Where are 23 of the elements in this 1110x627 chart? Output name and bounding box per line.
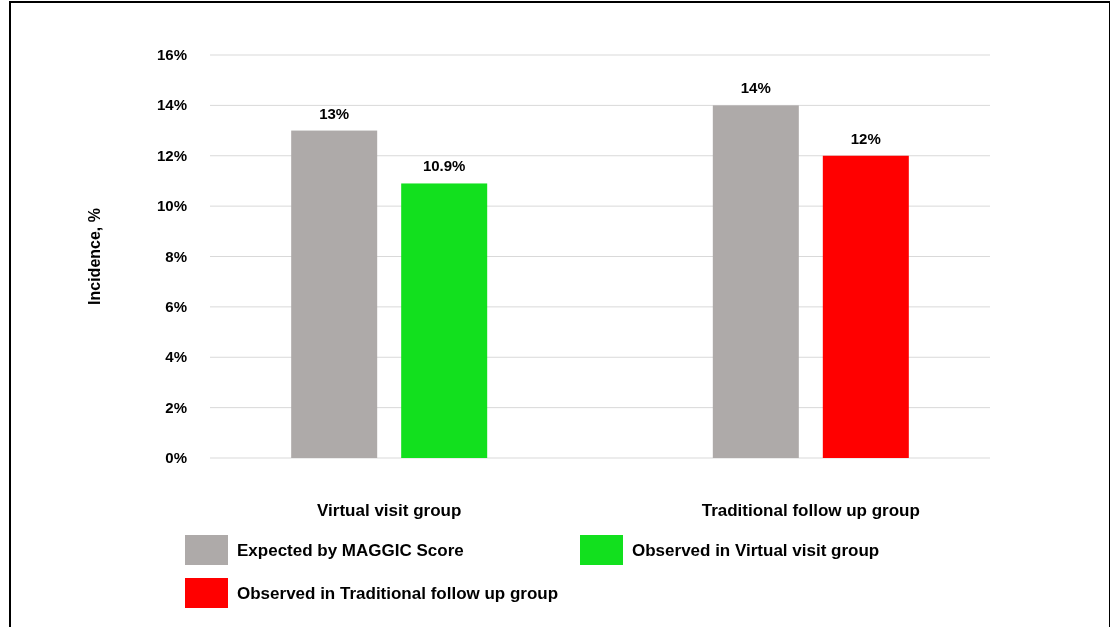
bar bbox=[712, 105, 799, 458]
data-label: 13% bbox=[319, 104, 350, 122]
legend-label: Expected by MAGGIC Score bbox=[237, 541, 464, 560]
y-tick-label: 8% bbox=[165, 247, 187, 265]
y-tick-label: 0% bbox=[165, 449, 187, 466]
bar bbox=[822, 155, 909, 458]
y-axis-title: Incidence, % bbox=[86, 208, 103, 305]
data-label: 14% bbox=[740, 79, 771, 97]
y-tick-label: 16% bbox=[156, 46, 187, 63]
y-tick-label: 2% bbox=[165, 398, 187, 416]
x-tick-label: Traditional follow up group bbox=[701, 501, 920, 520]
legend-label: Observed in Traditional follow up group bbox=[237, 584, 559, 603]
y-tick-label: 6% bbox=[165, 297, 187, 315]
bar bbox=[291, 130, 378, 458]
y-tick-label: 14% bbox=[156, 96, 187, 114]
data-label: 10.9% bbox=[422, 157, 466, 175]
y-tick-label: 10% bbox=[156, 197, 187, 215]
bar bbox=[401, 183, 488, 458]
y-tick-label: 12% bbox=[156, 146, 187, 164]
x-tick-label: Virtual visit group bbox=[317, 501, 462, 520]
legend-label: Observed in Virtual visit group bbox=[632, 541, 880, 560]
data-label: 12% bbox=[850, 129, 881, 147]
y-tick-label: 4% bbox=[165, 348, 187, 366]
